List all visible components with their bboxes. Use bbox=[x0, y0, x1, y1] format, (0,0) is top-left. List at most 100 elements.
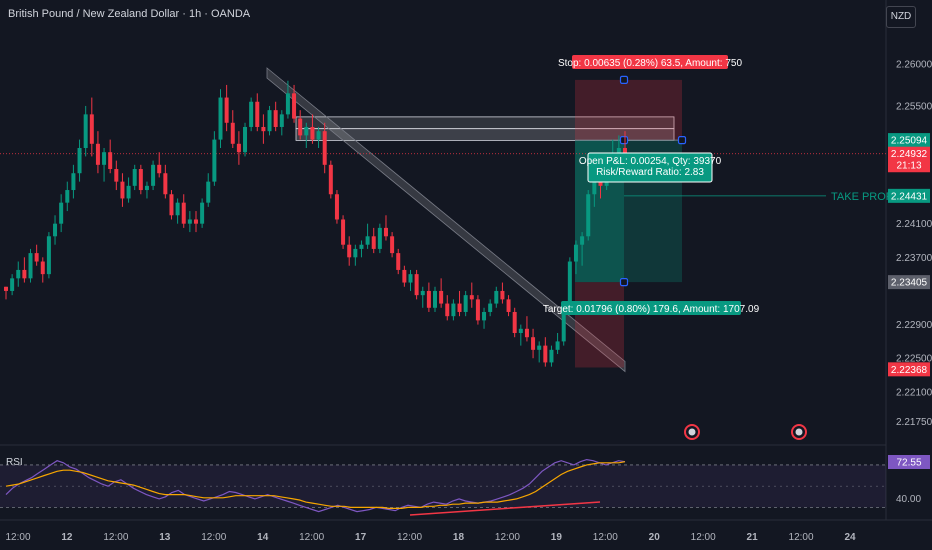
time-tick-label: 12:00 bbox=[789, 532, 814, 543]
time-tick-label: 19 bbox=[551, 532, 563, 543]
candle-body bbox=[285, 93, 290, 115]
candle-body bbox=[451, 303, 456, 317]
position-handle bbox=[677, 135, 687, 145]
candle-body bbox=[543, 345, 548, 363]
price-tick-label: 2.23700 bbox=[896, 253, 932, 264]
candle-body bbox=[151, 164, 156, 186]
time-tick-label: 20 bbox=[649, 532, 661, 543]
candle-body bbox=[224, 97, 229, 123]
candle-body bbox=[279, 114, 284, 127]
price-label: 2.24932 bbox=[891, 149, 928, 160]
target-label: Target: 0.01796 (0.80%) 179.6, Amount: 1… bbox=[543, 304, 760, 315]
candle-body bbox=[524, 328, 529, 338]
candle-body bbox=[249, 101, 254, 127]
candle-body bbox=[506, 299, 511, 312]
candle-body bbox=[469, 295, 474, 300]
candle-body bbox=[445, 303, 450, 317]
drawdown-zone bbox=[575, 282, 624, 368]
candle-body bbox=[310, 126, 315, 140]
time-tick-label: 17 bbox=[355, 532, 367, 543]
candle-body bbox=[163, 173, 168, 195]
candle-body bbox=[549, 349, 554, 363]
candle-body bbox=[567, 261, 572, 308]
time-tick-label: 24 bbox=[844, 532, 856, 543]
candle-body bbox=[586, 194, 591, 237]
target-label-bg bbox=[561, 301, 741, 315]
time-tick-label: 12 bbox=[61, 532, 73, 543]
price-label: 2.22368 bbox=[891, 365, 928, 376]
rsi-value-bg bbox=[888, 455, 930, 469]
rsi-ma-line bbox=[5, 461, 626, 509]
candle-body bbox=[120, 181, 125, 199]
candle-body bbox=[144, 185, 149, 191]
candle-body bbox=[267, 110, 272, 132]
candle-body bbox=[200, 202, 205, 224]
time-tick-label: 21 bbox=[747, 532, 759, 543]
time-tick-label: 13 bbox=[159, 532, 171, 543]
candle-body bbox=[426, 290, 431, 308]
candle-body bbox=[475, 299, 480, 321]
candle-body bbox=[10, 278, 15, 291]
candle-body bbox=[298, 118, 303, 136]
candle-body bbox=[371, 236, 376, 249]
candle-body bbox=[512, 311, 517, 333]
indicator-name: RSI bbox=[6, 457, 23, 468]
candle-body bbox=[59, 202, 64, 224]
candle-body bbox=[531, 337, 536, 350]
position-handle bbox=[619, 75, 629, 84]
candle-body bbox=[408, 274, 413, 283]
candle-body bbox=[89, 114, 94, 144]
candle-body bbox=[488, 303, 493, 312]
candle-body bbox=[322, 131, 327, 165]
time-tick-label: 12:00 bbox=[495, 532, 520, 543]
price-tick-label: 2.25500 bbox=[896, 101, 932, 112]
flag-icon-center bbox=[688, 428, 696, 436]
candle-body bbox=[555, 341, 560, 350]
price-label: 2.24431 bbox=[891, 191, 928, 202]
candle-body bbox=[365, 236, 370, 245]
candle-body bbox=[402, 269, 407, 283]
trendline-channel bbox=[266, 67, 626, 373]
candle-body bbox=[255, 101, 260, 127]
symbol-title: British Pound / New Zealand Dollar · 1h … bbox=[8, 8, 251, 20]
price-label: 2.25094 bbox=[891, 136, 928, 147]
candle-body bbox=[433, 290, 438, 308]
flag-icon-center bbox=[795, 428, 803, 436]
candle-body bbox=[359, 244, 364, 249]
time-tick-label: 12:00 bbox=[5, 532, 30, 543]
price-label-bg bbox=[888, 188, 930, 203]
price-label: 2.23405 bbox=[891, 278, 928, 289]
candle-body bbox=[181, 202, 186, 224]
candle-body bbox=[561, 307, 566, 342]
position-handle bbox=[619, 278, 629, 287]
candle-body bbox=[537, 345, 542, 350]
pnl-label: Open P&L: 0.00254, Qty: 39370 bbox=[579, 156, 722, 167]
time-tick-label: 12:00 bbox=[103, 532, 128, 543]
candle-body bbox=[71, 173, 76, 191]
price-tick-label: 2.22500 bbox=[896, 354, 932, 365]
price-tick-label: 2.26000 bbox=[896, 59, 932, 70]
price-tick-label: 2.22900 bbox=[896, 320, 932, 331]
time-tick-label: 14 bbox=[257, 532, 269, 543]
candle-body bbox=[243, 126, 248, 153]
candle-body bbox=[328, 164, 333, 195]
candle-body bbox=[334, 194, 339, 220]
pnl-label: Risk/Reward Ratio: 2.83 bbox=[596, 167, 704, 178]
candle-body bbox=[138, 169, 143, 191]
resistance-zone-lower bbox=[295, 128, 675, 141]
price-label-bg bbox=[888, 158, 930, 173]
pnl-label-bg bbox=[587, 152, 713, 183]
candle-body bbox=[126, 185, 131, 199]
time-tick-label: 12:00 bbox=[299, 532, 324, 543]
price-tick-label: 2.21750 bbox=[896, 417, 932, 428]
candle-body bbox=[22, 269, 27, 279]
candle-body bbox=[292, 93, 297, 119]
candle-body bbox=[28, 253, 33, 279]
candle-body bbox=[623, 148, 627, 154]
candle-body bbox=[316, 131, 321, 140]
candle-body bbox=[347, 244, 352, 258]
candle-body bbox=[114, 169, 119, 182]
currency-button[interactable]: NZD bbox=[886, 6, 916, 28]
candle-body bbox=[482, 311, 487, 321]
